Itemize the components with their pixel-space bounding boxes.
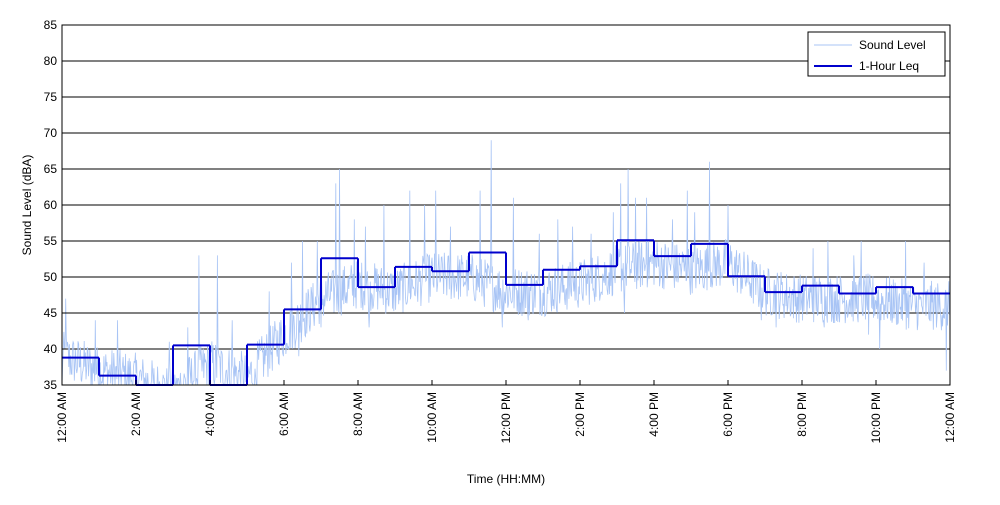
legend-box [807, 31, 946, 77]
x-tick-label: 2:00 PM [573, 392, 587, 437]
y-axis: 35 40 45 50 55 60 65 70 75 80 85 [44, 18, 67, 392]
legend-label-sound-level: Sound Level [859, 38, 926, 52]
leq-layer [62, 239, 950, 386]
x-tick-label: 2:00 AM [129, 392, 143, 436]
y-tick-label: 75 [44, 90, 58, 104]
y-tick-label: 60 [44, 198, 58, 212]
x-tick-label: 8:00 PM [795, 392, 809, 437]
x-tick-label: 4:00 AM [203, 392, 217, 436]
x-axis: 12:00 AM 2:00 AM 4:00 AM 6:00 AM 8:00 AM 10:0… [55, 380, 957, 443]
x-tick-label: 4:00 PM [647, 392, 661, 437]
y-tick-label: 45 [44, 306, 58, 320]
x-tick-label: 12:00 AM [943, 392, 957, 443]
y-tick-label: 70 [44, 126, 58, 140]
x-tick-label: 10:00 AM [425, 392, 439, 443]
x-tick-label: 10:00 PM [869, 392, 883, 443]
y-axis-label: Sound Level (dBA) [20, 155, 34, 256]
y-tick-label: 65 [44, 162, 58, 176]
x-tick-label: 8:00 AM [351, 392, 365, 436]
y-tick-label: 85 [44, 18, 58, 32]
y-tick-label: 35 [44, 378, 58, 392]
x-tick-label: 6:00 AM [277, 392, 291, 436]
y-tick-label: 80 [44, 54, 58, 68]
y-tick-label: 55 [44, 234, 58, 248]
x-tick-label: 12:00 PM [499, 392, 513, 443]
x-axis-label: Time (HH:MM) [467, 472, 545, 486]
x-tick-label: 12:00 AM [55, 392, 69, 443]
x-tick-label: 6:00 PM [721, 392, 735, 437]
y-tick-label: 50 [44, 270, 58, 284]
y-tick-label: 40 [44, 342, 58, 356]
legend-label-leq: 1-Hour Leq [859, 59, 919, 73]
legend: Sound Level 1-Hour Leq [807, 31, 946, 77]
